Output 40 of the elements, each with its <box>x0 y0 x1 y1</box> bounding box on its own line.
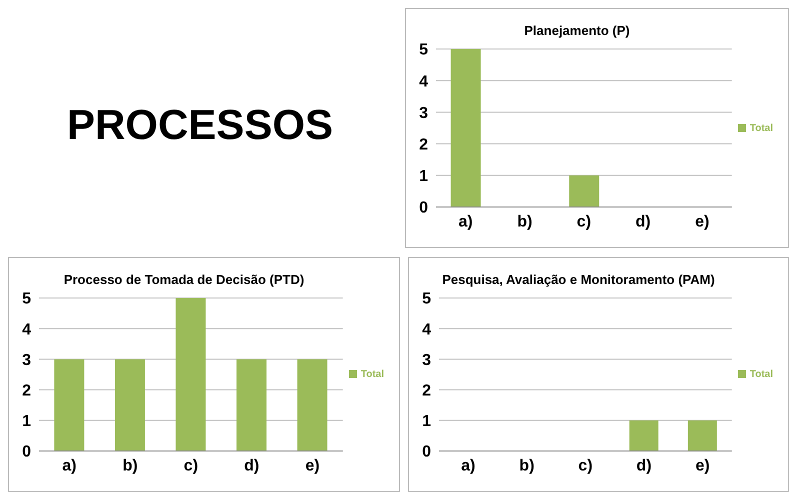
y-tick-label: 4 <box>419 73 428 90</box>
x-tick-label: b) <box>122 457 138 474</box>
y-tick-label: 1 <box>419 168 428 186</box>
x-tick-label: a) <box>458 213 473 230</box>
y-tick-label: 5 <box>419 42 428 59</box>
y-tick-label: 3 <box>422 352 432 369</box>
x-tick-label: a) <box>461 457 476 474</box>
x-tick-label: a) <box>62 457 76 474</box>
x-tick-label: b) <box>519 457 534 474</box>
y-tick-label: 4 <box>22 321 32 338</box>
x-tick-label: e) <box>305 457 320 474</box>
legend-label: Total <box>750 369 773 380</box>
legend-label: Total <box>360 369 384 380</box>
x-tick-label: c) <box>184 457 198 474</box>
y-tick-label: 2 <box>419 136 428 154</box>
y-tick-label: 3 <box>22 352 32 369</box>
x-tick-label: e) <box>695 457 710 474</box>
chart-title: Pesquisa, Avaliação e Monitoramento (PAM) <box>441 272 716 287</box>
x-tick-label: d) <box>636 457 652 474</box>
y-tick-label: 5 <box>422 290 432 308</box>
y-tick-label: 0 <box>422 444 432 461</box>
y-tick-label: 5 <box>22 290 32 308</box>
y-tick-label: 0 <box>419 200 428 217</box>
x-tick-label: b) <box>517 213 532 230</box>
y-tick-label: 1 <box>22 413 32 430</box>
y-tick-label: 1 <box>422 413 432 430</box>
x-tick-label: d) <box>244 457 260 474</box>
chart-title: Planejamento (P) <box>523 23 631 38</box>
y-tick-label: 0 <box>22 444 32 461</box>
x-tick-label: c) <box>578 457 593 474</box>
x-tick-label: d) <box>636 213 651 230</box>
y-tick-label: 4 <box>422 321 432 338</box>
y-tick-label: 3 <box>419 104 428 122</box>
x-tick-label: c) <box>576 213 592 230</box>
x-tick-label: e) <box>695 213 710 230</box>
y-tick-label: 2 <box>22 382 32 400</box>
chart-title: Processo de Tomada de Decisão (PTD) <box>62 272 306 287</box>
y-tick-label: 2 <box>422 382 432 400</box>
legend-label: Total <box>750 122 773 134</box>
text: PROCESSOS <box>66 101 334 149</box>
